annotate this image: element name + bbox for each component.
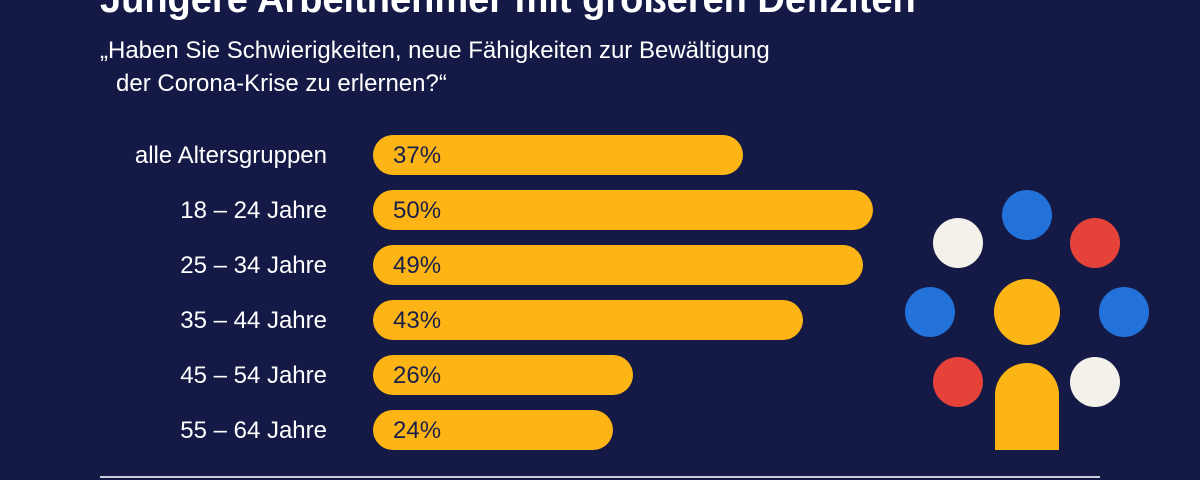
people-group-icon	[905, 190, 1149, 450]
value-label: 24%	[393, 417, 441, 444]
category-label: 45 – 54 Jahre	[180, 362, 327, 389]
value-label: 26%	[393, 362, 441, 389]
person-head-red-icon	[933, 357, 983, 407]
category-label: 35 – 44 Jahre	[180, 307, 327, 334]
bar-chart: alle Altersgruppen 37% 18 – 24 Jahre 50% 25 …	[135, 135, 873, 450]
bar	[373, 190, 873, 230]
person-head-blue-icon	[1099, 287, 1149, 337]
question-line-2: der Corona-Krise zu erlernen?“	[116, 70, 447, 97]
person-head-white-icon	[933, 218, 983, 268]
person-head-blue-icon	[1002, 190, 1052, 240]
person-head-blue-icon	[905, 287, 955, 337]
bar	[373, 300, 803, 340]
person-head-white-icon	[1070, 357, 1120, 407]
category-label: 18 – 24 Jahre	[180, 197, 327, 224]
person-head-red-icon	[1070, 218, 1120, 268]
value-label: 50%	[393, 197, 441, 224]
bar	[373, 410, 613, 450]
category-label: 25 – 34 Jahre	[180, 252, 327, 279]
bar	[373, 245, 863, 285]
bar	[373, 135, 743, 175]
chart-title: Jüngere Arbeitnehmer mit größeren Defizi…	[100, 0, 916, 21]
bottom-divider	[100, 476, 1100, 478]
person-body-yellow-icon	[995, 363, 1059, 450]
category-label: 55 – 64 Jahre	[180, 417, 327, 444]
chart-question: „Haben Sie Schwierigkeiten, neue Fähigke…	[100, 34, 1000, 100]
bar	[373, 355, 633, 395]
value-label: 49%	[393, 252, 441, 279]
person-head-yellow-icon	[994, 279, 1060, 345]
value-label: 43%	[393, 307, 441, 334]
question-line-1: „Haben Sie Schwierigkeiten, neue Fähigke…	[100, 37, 770, 64]
value-label: 37%	[393, 142, 441, 169]
category-label: alle Altersgruppen	[135, 142, 327, 169]
